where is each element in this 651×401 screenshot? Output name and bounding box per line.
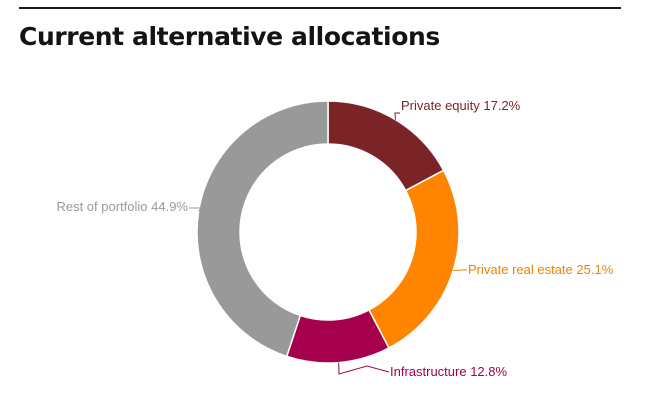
label-leaders [189, 112, 467, 375]
slice-labels: Private equity 17.2% Private real estate … [56, 98, 613, 379]
leader-line [453, 269, 467, 272]
top-rule [19, 7, 621, 9]
slice-label: Rest of portfolio 44.9% [56, 199, 188, 214]
leader-line [394, 112, 400, 120]
slice-label: Private equity 17.2% [401, 98, 521, 113]
leader-line [189, 207, 202, 212]
donut-slices [196, 100, 460, 364]
donut-slice-infrastructure [285, 308, 390, 364]
chart-title: Current alternative allocations [19, 22, 440, 51]
donut-slice-private-real-estate [367, 169, 460, 349]
slice-label: Private real estate 25.1% [468, 262, 614, 277]
donut-slice-private-equity [327, 100, 445, 192]
leader-line [338, 362, 390, 375]
donut-slice-rest-of-portfolio [196, 100, 329, 358]
slice-label: Infrastructure 12.8% [390, 364, 507, 379]
